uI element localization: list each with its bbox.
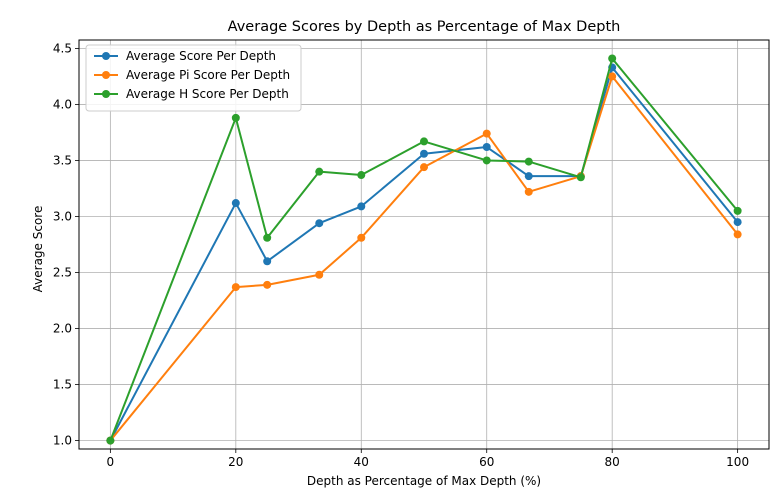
y-tick-label: 3.0 [53,209,72,223]
data-point [576,173,585,182]
legend: Average Score Per Depth Average Pi Score … [85,44,302,112]
data-point [106,436,115,445]
data-point [315,167,324,176]
y-axis-label: Average Score [31,206,45,293]
data-point [231,199,240,208]
data-point [263,233,272,242]
grid [79,40,769,449]
legend-swatch-marker [102,52,110,60]
chart-title: Average Scores by Depth as Percentage of… [228,19,621,35]
y-tick-label: 4.5 [53,41,72,55]
data-point [482,156,491,165]
data-point [231,283,240,292]
data-point [263,257,272,266]
data-point [420,163,428,172]
data-point [608,72,617,81]
data-point [482,129,491,138]
legend-swatch-marker [102,90,110,98]
y-tick-label: 3.5 [53,153,72,167]
data-point [733,218,742,227]
x-tick-label: 80 [605,455,620,469]
series-3 [106,54,742,445]
data-point [315,270,324,279]
x-tick-label: 40 [354,455,369,469]
data-point [420,149,428,158]
y-tick-label: 1.0 [53,434,72,448]
data-point [482,143,491,152]
data-point [524,157,533,166]
data-point [608,54,617,63]
data-point [420,137,428,146]
plot-frame [78,39,770,450]
legend-box [85,44,302,112]
data-point [357,233,366,242]
data-point [231,113,240,122]
data-point [733,206,742,215]
legend-label: Average Score Per Depth [126,49,276,63]
legend-swatch-marker [102,71,110,79]
y-tick-label: 2.0 [53,322,72,336]
y-tick-label: 4.0 [53,97,72,111]
x-tick-label: 60 [479,455,494,469]
x-tick-label: 20 [228,455,243,469]
data-point [315,219,324,228]
data-point [524,187,533,196]
legend-label: Average H Score Per Depth [126,87,289,101]
x-axis-label: Depth as Percentage of Max Depth (%) [307,474,541,488]
axis-ticks: 0 20 40 60 80 100 1.0 1.5 2.0 2.5 3.0 3.5 4.0 4.5 [53,41,749,469]
data-point [357,202,366,211]
data-point [733,230,742,239]
y-tick-label: 1.5 [53,378,72,392]
x-tick-label: 0 [107,455,115,469]
series-group [106,54,742,445]
y-tick-label: 2.5 [53,266,72,280]
data-point [263,280,272,289]
data-point [357,171,366,180]
data-point [524,172,533,181]
legend-label: Average Pi Score Per Depth [126,68,290,82]
x-tick-label: 100 [726,455,749,469]
